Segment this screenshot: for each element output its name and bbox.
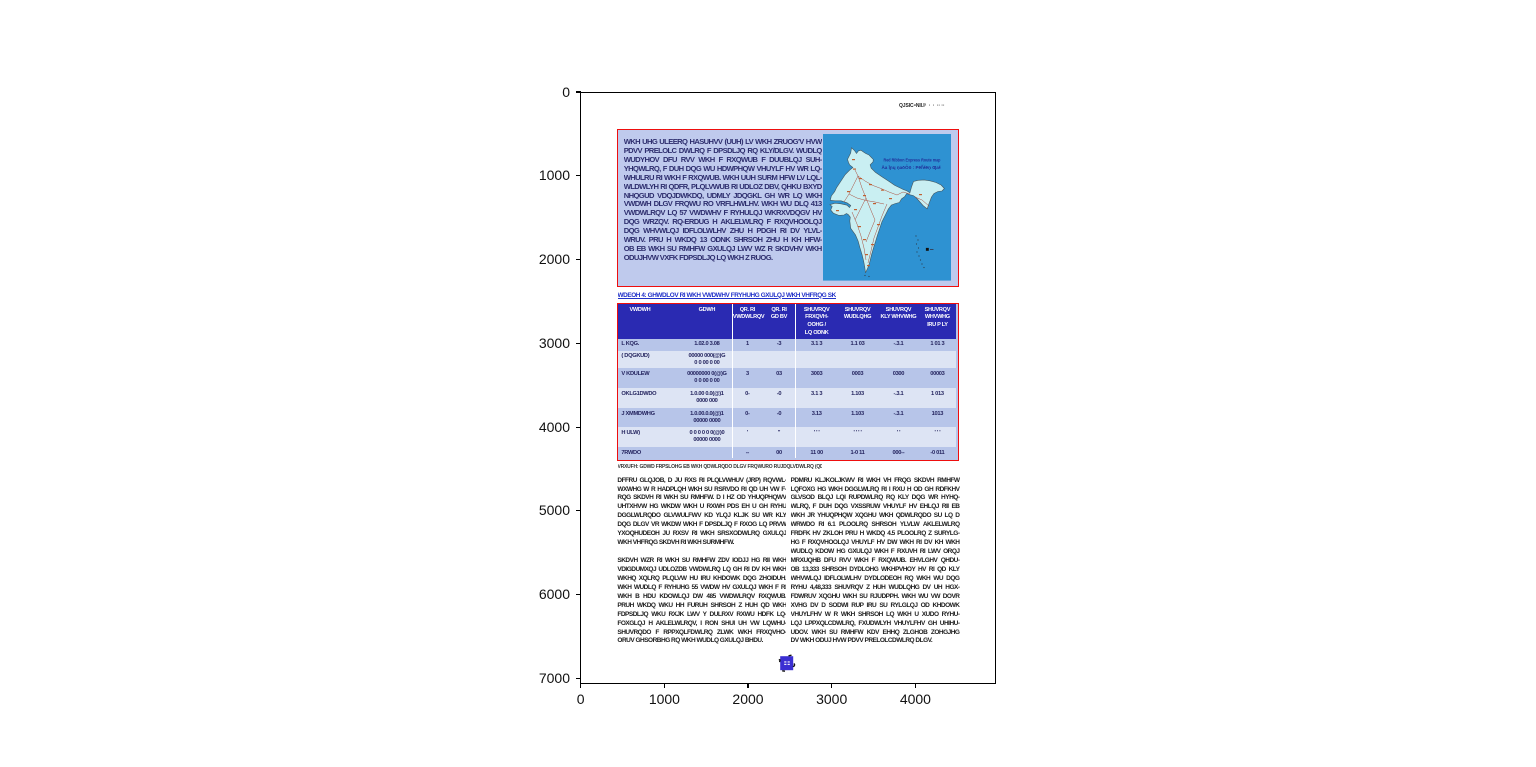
svg-text:Āa Īɲɥ ņaōȬō : Pēȟɬēņ Ƣaɬ: Āa Īɲɥ ņaōȬō : Pēȟɬēņ Ƣaɬ: [881, 165, 941, 170]
svg-text:Red Ribbon Express Route map: Red Ribbon Express Route map: [883, 158, 940, 163]
